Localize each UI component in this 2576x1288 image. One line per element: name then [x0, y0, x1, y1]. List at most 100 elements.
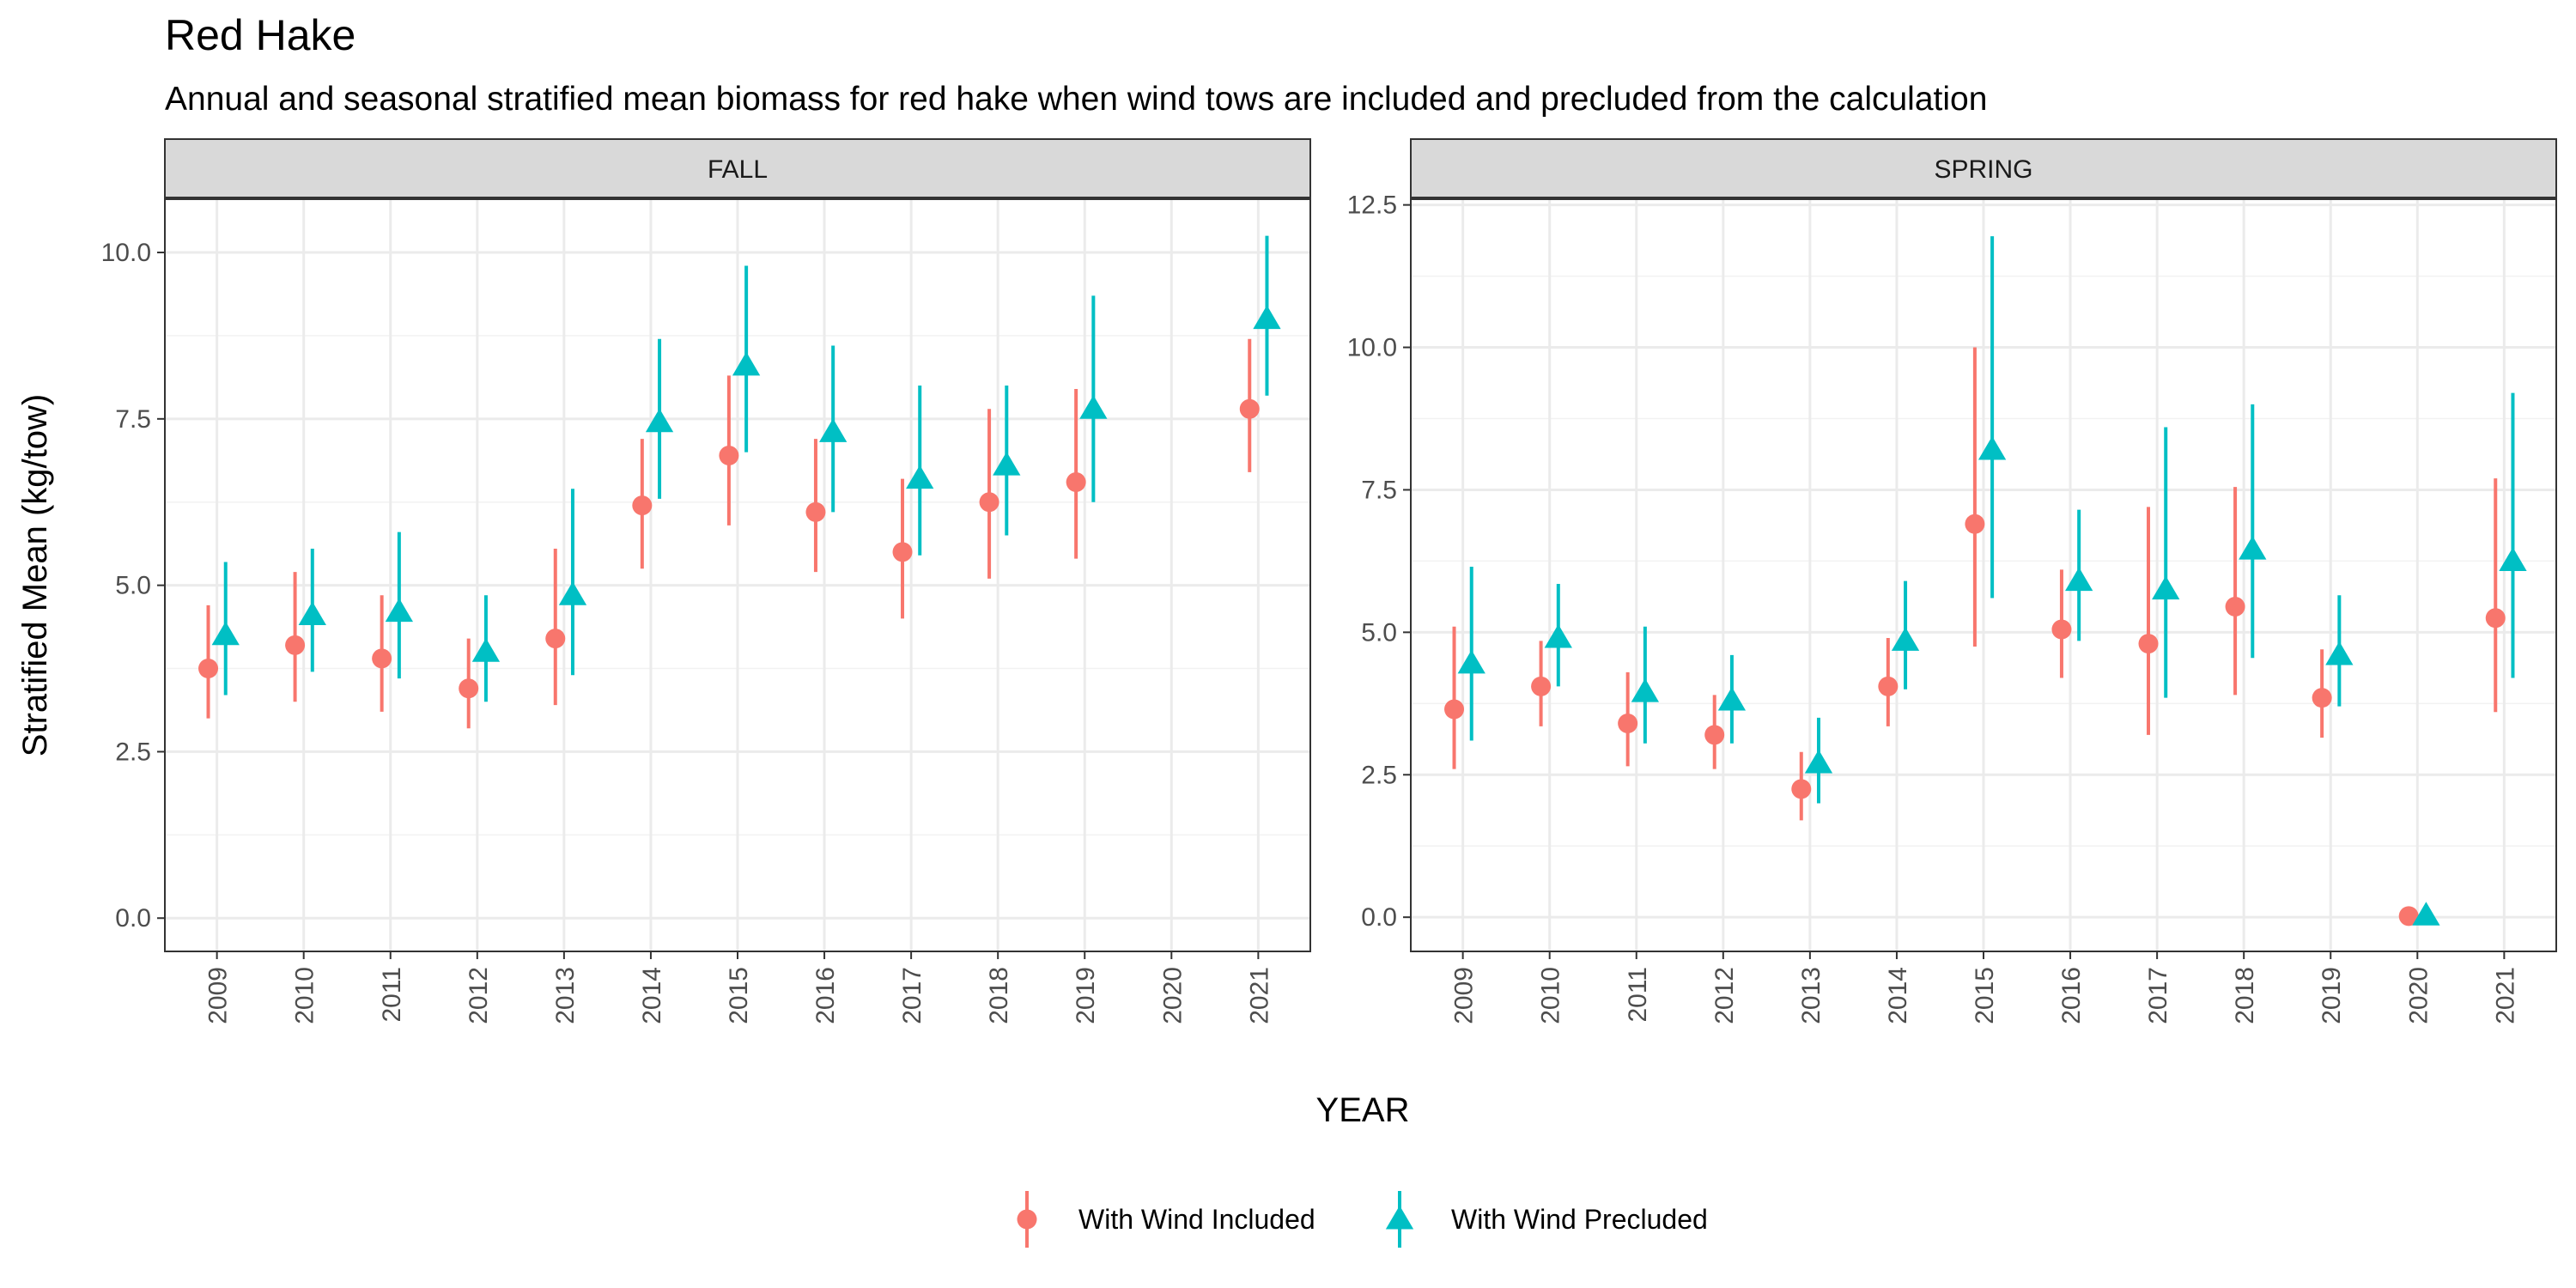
- data-point-triangle: [1978, 436, 2007, 460]
- data-point-triangle: [2325, 641, 2354, 665]
- data-point-circle: [1704, 725, 1725, 745]
- x-tick-label: 2016: [811, 967, 840, 1024]
- data-point-circle: [2398, 906, 2419, 927]
- x-tick-label: 2015: [1971, 967, 1999, 1024]
- x-tick-label: 2012: [1710, 967, 1739, 1024]
- data-point-triangle: [385, 598, 414, 623]
- y-tick-label: 2.5: [1361, 761, 1397, 789]
- data-point-circle: [719, 445, 739, 465]
- panel-border: [1410, 198, 2557, 952]
- x-tick-label: 2009: [1450, 967, 1479, 1024]
- y-axis-label: Stratified Mean (kg/tow): [16, 394, 54, 756]
- data-point-circle: [2312, 688, 2332, 708]
- legend: With Wind Included With Wind Precluded: [1017, 1191, 1708, 1248]
- x-tick-label: 2017: [2144, 967, 2172, 1024]
- x-tick-label: 2020: [1158, 967, 1187, 1024]
- y-tick-label: 0.0: [1361, 903, 1397, 932]
- data-point-circle: [2138, 634, 2159, 654]
- data-point-triangle: [819, 418, 848, 442]
- series-wind-precluded: [211, 235, 1281, 702]
- data-point-triangle: [471, 638, 501, 662]
- series-wind-precluded: [1457, 236, 2527, 926]
- data-point-circle: [2051, 619, 2072, 640]
- data-point-circle: [805, 501, 826, 522]
- data-point-circle: [372, 648, 392, 669]
- data-point-triangle: [906, 465, 934, 489]
- data-point-triangle: [2239, 536, 2267, 560]
- x-tick-label: 2012: [465, 967, 493, 1024]
- facet-panels: FALL 0.0 2.5 5.0 7.5 10.0 2009 2010 2011 2012 2013…: [101, 138, 2557, 1024]
- data-point-triangle: [2152, 575, 2180, 600]
- data-point-circle: [459, 678, 479, 699]
- data-point-circle: [2485, 608, 2506, 629]
- legend-item: With Wind Included: [1017, 1191, 1315, 1248]
- data-point-triangle: [645, 408, 674, 433]
- y-tick-label: 7.5: [1361, 476, 1397, 504]
- y-tick-label: 5.0: [1361, 618, 1397, 647]
- chart-title: Red Hake: [165, 11, 355, 59]
- x-tick-label: 2016: [2057, 967, 2086, 1024]
- data-point-triangle: [1631, 678, 1660, 702]
- data-point-triangle: [211, 621, 240, 646]
- chart-subtitle: Annual and seasonal stratified mean biom…: [165, 81, 1987, 118]
- y-tick-label: 2.5: [115, 738, 151, 766]
- series-wind-included: [1444, 347, 2506, 927]
- x-tick-label: 2019: [1072, 967, 1100, 1024]
- x-tick-label: 2010: [1537, 967, 1565, 1024]
- x-tick-label: 2014: [638, 967, 666, 1024]
- data-point-circle: [979, 492, 999, 513]
- data-point-triangle: [558, 581, 587, 605]
- series-wind-included: [198, 338, 1260, 729]
- x-tick-label: 2014: [1884, 967, 1912, 1024]
- data-point-triangle: [1717, 687, 1747, 711]
- x-tick-label: 2013: [1797, 967, 1826, 1024]
- y-tick-label: 5.0: [115, 572, 151, 600]
- data-point-triangle: [732, 351, 761, 376]
- data-point-circle: [1531, 676, 1552, 696]
- data-point-circle: [1618, 714, 1638, 734]
- facet-strip: [164, 138, 1311, 198]
- data-point-circle: [2225, 597, 2245, 617]
- data-point-triangle: [993, 452, 1021, 476]
- data-point-triangle: [1804, 750, 1833, 774]
- facet-strip: [1410, 138, 2557, 198]
- panel-border: [164, 198, 1311, 952]
- data-point-circle: [1239, 398, 1260, 419]
- legend-key-circle: [1017, 1209, 1037, 1230]
- y-tick-label: 10.0: [101, 239, 151, 267]
- data-point-circle: [1066, 471, 1086, 492]
- data-point-circle: [1444, 699, 1465, 720]
- x-tick-label: 2018: [2231, 967, 2259, 1024]
- data-point-circle: [198, 659, 219, 679]
- y-tick-label: 0.0: [115, 904, 151, 933]
- data-point-triangle: [1079, 395, 1108, 419]
- data-point-triangle: [2065, 567, 2093, 592]
- panel-fall: FALL 0.0 2.5 5.0 7.5 10.0 2009 2010 2011 2012 2013…: [101, 138, 1311, 1024]
- x-tick-label: 2020: [2404, 967, 2433, 1024]
- legend-label: With Wind Precluded: [1451, 1204, 1708, 1235]
- data-point-circle: [285, 635, 306, 655]
- x-tick-label: 2011: [378, 967, 406, 1023]
- x-tick-label: 2013: [551, 967, 580, 1024]
- x-tick-label: 2015: [725, 967, 753, 1024]
- x-tick-label: 2009: [204, 967, 233, 1024]
- legend-item: With Wind Precluded: [1385, 1191, 1708, 1248]
- x-tick-label: 2019: [2318, 967, 2346, 1024]
- x-axis-label: YEAR: [1316, 1091, 1410, 1129]
- x-tick-label: 2018: [985, 967, 1013, 1024]
- data-point-triangle: [1891, 627, 1920, 651]
- data-point-circle: [1965, 513, 1985, 534]
- y-tick-label: 12.5: [1347, 191, 1397, 220]
- legend-key-triangle: [1385, 1206, 1414, 1230]
- data-point-triangle: [2499, 547, 2527, 571]
- data-point-circle: [632, 495, 653, 516]
- data-point-triangle: [1253, 305, 1281, 330]
- y-tick-label: 7.5: [115, 405, 151, 434]
- y-tick-label: 10.0: [1347, 334, 1397, 362]
- data-point-circle: [1878, 676, 1899, 696]
- facet-strip-label: SPRING: [1934, 155, 2032, 184]
- data-point-triangle: [1544, 624, 1572, 648]
- data-point-triangle: [298, 601, 326, 626]
- x-tick-label: 2021: [1245, 967, 1273, 1024]
- x-tick-label: 2011: [1624, 967, 1652, 1023]
